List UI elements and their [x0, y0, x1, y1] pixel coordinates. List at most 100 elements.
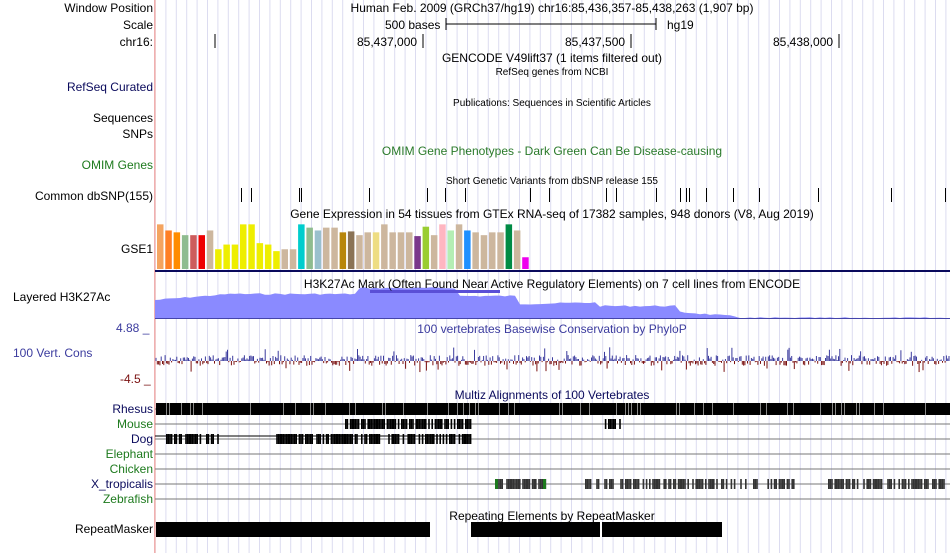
- track-label-conservation[interactable]: 100 Vert. Cons: [13, 346, 93, 360]
- alignment-block: [370, 434, 373, 444]
- alignment-block: [791, 479, 793, 489]
- alignment-block: [349, 434, 352, 444]
- alignment-block: [924, 479, 926, 489]
- track-label-dbsnp[interactable]: Common dbSNP(155): [34, 189, 153, 203]
- rhesus-gap: [628, 403, 629, 415]
- species-label-zebrafish[interactable]: Zebrafish: [102, 492, 153, 506]
- alignment-block: [920, 479, 923, 489]
- rhesus-gap: [295, 403, 296, 415]
- rhesus-gap: [463, 403, 464, 415]
- species-label-elephant[interactable]: Elephant: [105, 447, 153, 461]
- alignment-block: [340, 434, 342, 444]
- track-label-refseq[interactable]: RefSeq Curated: [66, 80, 153, 94]
- track-label-snps[interactable]: SNPs: [122, 127, 153, 141]
- rhesus-gap: [631, 403, 632, 415]
- alignment-block: [429, 434, 432, 444]
- species-label-mouse[interactable]: Mouse: [116, 417, 153, 431]
- track-label-h3k27ac[interactable]: Layered H3K27Ac: [13, 290, 111, 304]
- gtex-bar: [289, 249, 297, 269]
- alignment-block: [418, 434, 421, 444]
- alignment-block: [434, 419, 437, 429]
- conservation-min: -4.5 _: [120, 372, 151, 386]
- alignment-block: [890, 479, 892, 489]
- alignment-block: [588, 479, 590, 489]
- alignment-block: [188, 434, 190, 444]
- alignment-block: [364, 419, 366, 429]
- rhesus-gap: [679, 403, 680, 415]
- alignment-block: [391, 419, 393, 429]
- rhesus-gap: [385, 403, 386, 415]
- alignment-block: [185, 434, 187, 444]
- alignment-block: [367, 419, 369, 429]
- alignment-block: [206, 434, 208, 444]
- rhesus-gap: [514, 403, 515, 415]
- alignment-block: [279, 434, 281, 444]
- rhesus-gap: [703, 403, 704, 415]
- rhesus-gap: [835, 403, 836, 415]
- track-label-repeatmasker[interactable]: RepeatMasker: [74, 522, 153, 536]
- alignment-block: [469, 419, 472, 429]
- alignment-block: [369, 419, 371, 429]
- omim-title: OMIM Gene Phenotypes - Dark Green Can Be…: [381, 144, 723, 158]
- alignment-block: [869, 479, 872, 489]
- track-label-omim[interactable]: OMIM Genes: [81, 158, 153, 172]
- dbsnp-title: Short Genetic Variants from dbSNP releas…: [446, 176, 658, 187]
- alignment-block: [343, 434, 345, 444]
- alignment-block: [305, 434, 307, 444]
- track-label-sequences[interactable]: Sequences: [92, 111, 153, 125]
- alignment-block: [285, 434, 288, 444]
- alignment-block: [170, 434, 173, 444]
- h3k27ac-title: H3K27Ac Mark (Often Found Near Active Re…: [303, 277, 801, 291]
- rhesus-alignment-end: [931, 403, 950, 415]
- chrom-label: chr16:: [119, 35, 153, 49]
- gtex-bar: [414, 236, 421, 269]
- alignment-block: [293, 434, 296, 444]
- alignment-block: [629, 479, 632, 489]
- chrom-tick-1: 85,437,000: [357, 35, 418, 49]
- gtex-bar: [306, 227, 313, 269]
- rhesus-gap: [625, 403, 626, 415]
- species-label-chicken[interactable]: Chicken: [109, 462, 153, 476]
- alignment-block: [461, 419, 464, 429]
- alignment-block: [407, 434, 409, 444]
- alignment-block: [199, 434, 202, 444]
- repeat-element: [602, 522, 722, 537]
- base-grid: [155, 0, 947, 553]
- alignment-block: [193, 434, 195, 444]
- alignment-block: [674, 479, 677, 489]
- rhesus-gap: [427, 403, 428, 415]
- h3k27ac-area: [155, 287, 950, 318]
- species-label-dog[interactable]: Dog: [130, 432, 153, 446]
- alignment-block: [754, 479, 757, 489]
- alignment-block: [386, 419, 389, 429]
- alignment-block: [756, 479, 758, 489]
- alignment-block: [469, 434, 472, 444]
- rhesus-gap: [469, 403, 470, 415]
- alignment-block: [879, 479, 881, 489]
- rhesus-gap: [283, 403, 284, 415]
- gtex-bar: [215, 249, 222, 269]
- gtex-bar: [314, 230, 322, 269]
- gtex-bar: [447, 230, 454, 269]
- alignment-block: [394, 419, 397, 429]
- alignment-block: [637, 479, 640, 489]
- species-label-x_tropicalis[interactable]: X_tropicalis: [90, 477, 153, 491]
- window-position-label: Window Position: [64, 1, 153, 15]
- alignment-block: [415, 419, 417, 429]
- alignment-block: [610, 479, 613, 489]
- gtex-bar: [323, 227, 330, 269]
- repeat-element: [156, 522, 430, 537]
- alignment-block: [935, 479, 937, 489]
- alignment-block: [333, 434, 336, 444]
- alignment-block: [449, 434, 451, 444]
- alignment-block: [770, 479, 773, 489]
- alignment-block: [196, 434, 198, 444]
- alignment-block: [174, 434, 176, 444]
- alignment-block: [410, 419, 413, 429]
- alignment-block: [337, 434, 339, 444]
- track-label-gtex[interactable]: GSE1: [120, 242, 153, 256]
- species-label-rhesus[interactable]: Rhesus: [112, 402, 153, 416]
- rhesus-gap: [793, 403, 794, 415]
- gtex-bar: [430, 235, 438, 269]
